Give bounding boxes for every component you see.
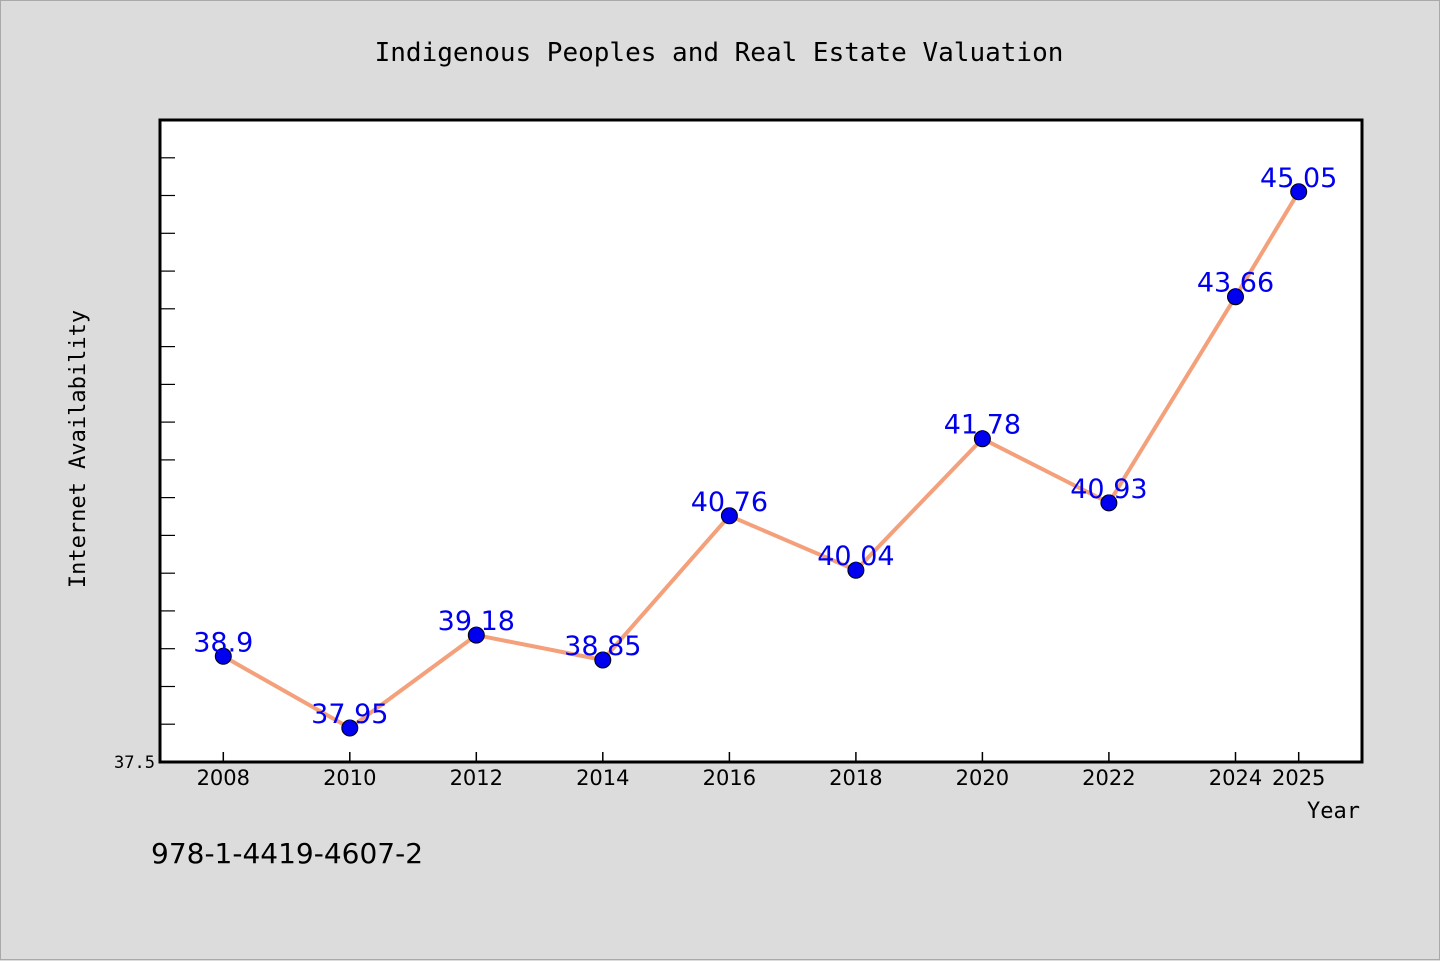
x-tick-label: 2016 (703, 766, 756, 790)
data-label: 38.9 (193, 627, 253, 658)
data-label: 45.05 (1260, 163, 1337, 194)
isbn-text: 978-1-4419-4607-2 (151, 837, 423, 870)
chart-title: Indigenous Peoples and Real Estate Valua… (375, 38, 1064, 68)
data-label: 38.85 (564, 631, 641, 662)
data-label: 43.66 (1197, 268, 1274, 299)
x-axis-label: Year (1307, 799, 1360, 824)
x-tick-label: 2018 (829, 766, 882, 790)
data-labels: 38.9 37.95 39.18 38.85 40.76 40.04 41.78 40.93 4… (193, 163, 1337, 730)
data-label: 40.04 (817, 541, 894, 572)
data-point (1290, 183, 1308, 201)
data-label: 41.78 (944, 410, 1021, 441)
data-point (973, 430, 991, 448)
x-tick-label: 2025 (1272, 766, 1325, 790)
data-label: 40.93 (1070, 474, 1147, 505)
plot-area (158, 118, 1364, 764)
x-tick-label: 2012 (450, 766, 503, 790)
y-axis-label: Internet Availability (66, 310, 91, 588)
data-point (341, 719, 359, 737)
x-tick-label: 2008 (197, 766, 250, 790)
series-line (222, 190, 1301, 730)
x-tick-label: 2022 (1082, 766, 1135, 790)
x-tick-label: 2010 (323, 766, 376, 790)
data-point (847, 561, 865, 579)
x-tick-label: 2024 (1209, 766, 1262, 790)
data-point (1100, 494, 1118, 512)
data-point (1227, 288, 1244, 306)
series-polyline (222, 190, 1301, 730)
x-tick-label: 2020 (956, 766, 1009, 790)
x-axis-ticks (222, 752, 1300, 762)
data-label: 40.76 (691, 487, 768, 518)
x-axis-tick-labels: 2008 2010 2012 2014 2016 2018 2020 2022 2024 2025 (197, 766, 1326, 790)
y-tick-label: 37.5 (114, 753, 155, 773)
data-label: 37.95 (311, 699, 388, 730)
data-point (720, 507, 738, 525)
data-point (594, 651, 612, 669)
data-label: 39.18 (438, 606, 515, 637)
y-axis-ticks (160, 157, 175, 725)
data-markers (214, 183, 1308, 737)
data-point (214, 647, 232, 665)
data-point (467, 626, 485, 644)
x-tick-label: 2014 (576, 766, 629, 790)
